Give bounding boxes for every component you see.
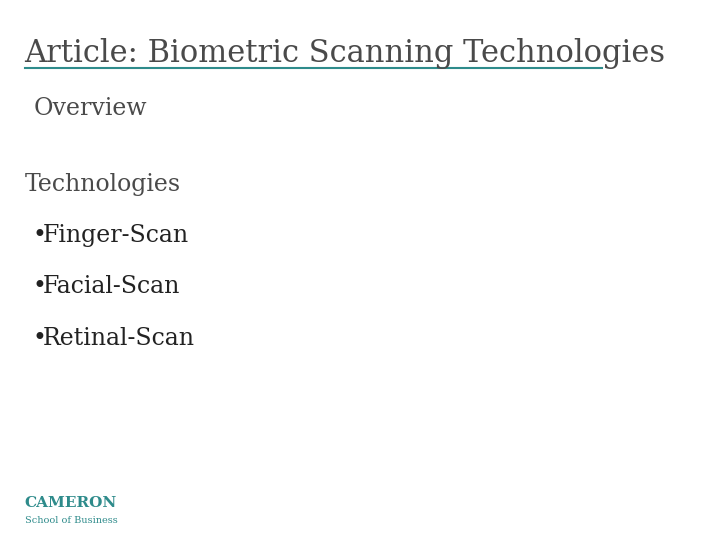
Text: Article: Biometric Scanning Technologies: Article: Biometric Scanning Technologies — [24, 38, 666, 69]
Text: Technologies: Technologies — [24, 173, 181, 196]
Text: School of Business: School of Business — [24, 516, 117, 525]
Text: Overview: Overview — [34, 97, 148, 120]
Text: CAMERON: CAMERON — [24, 496, 117, 510]
Text: •: • — [32, 327, 47, 350]
Text: Finger-Scan: Finger-Scan — [43, 224, 189, 247]
Text: Facial-Scan: Facial-Scan — [43, 275, 181, 299]
Text: Retinal-Scan: Retinal-Scan — [43, 327, 195, 350]
Text: •: • — [32, 275, 47, 299]
Text: •: • — [32, 224, 47, 247]
